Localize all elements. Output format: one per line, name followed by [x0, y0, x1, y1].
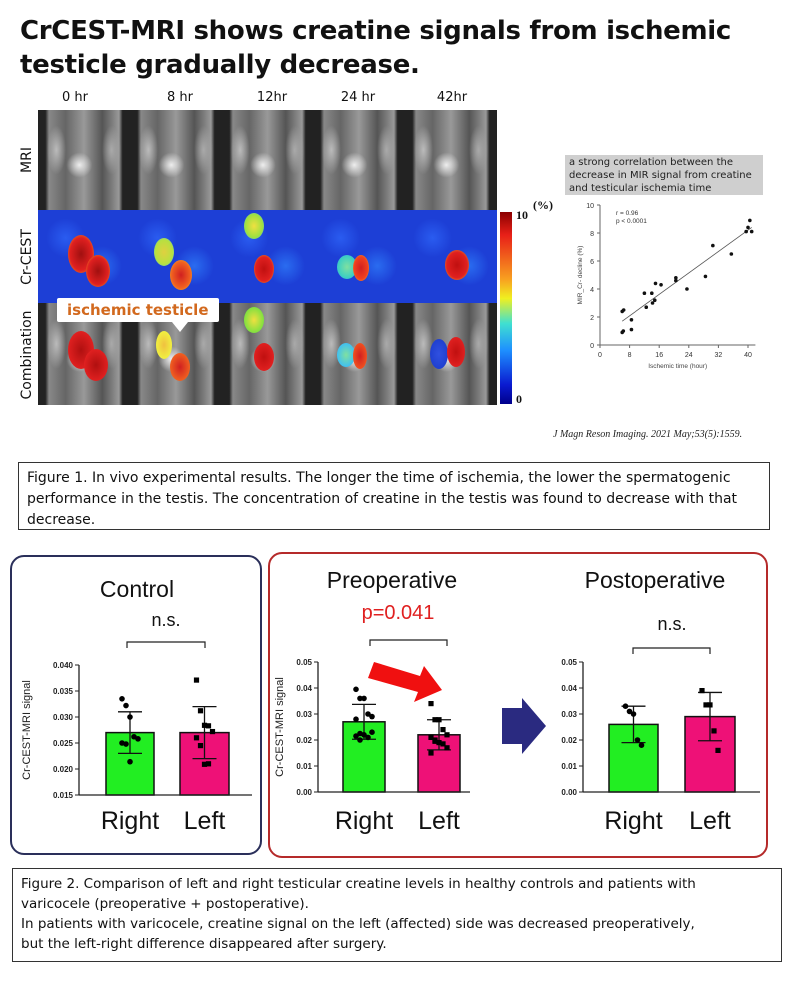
scatter-point — [674, 276, 678, 280]
colorbar-unit: (%) — [533, 198, 553, 212]
scatter-x-label: Ischemic time (hour) — [648, 363, 707, 370]
scatter-x-tick-label: 40 — [744, 352, 752, 359]
combination-image — [313, 303, 406, 405]
scatter-point — [644, 305, 649, 310]
control-significance: n.s. — [151, 610, 181, 630]
mri-image — [221, 110, 314, 210]
scatter-point — [621, 329, 626, 333]
scatter-y-tick-label: 2 — [590, 315, 594, 322]
combination-image — [405, 303, 497, 405]
scatter-point — [729, 252, 734, 256]
control-panel — [10, 555, 262, 855]
scatter-point — [748, 218, 752, 223]
scatter-y-tick-label: 6 — [590, 259, 594, 266]
scatter-x-tick-label: 16 — [655, 352, 663, 359]
scatter-x-tick-label: 8 — [628, 352, 632, 359]
scatter-y-label: MIR_Cr- decline (%) — [577, 246, 584, 305]
figure2-caption-line: Figure 2. Comparison of left and right t… — [21, 876, 696, 892]
scatter-point — [711, 243, 715, 248]
scatter-point — [629, 327, 634, 332]
scatter-trendline — [621, 227, 752, 322]
ischemic-testicle-callout: ischemic testicle — [57, 298, 219, 332]
page-title: CrCEST-MRI shows creatine signals from i… — [20, 16, 732, 80]
scatter-y-tick-label: 4 — [590, 287, 594, 294]
colorbar-max: 10 — [516, 208, 528, 222]
figure2-caption-line: In patients with varicocele, creatine si… — [21, 916, 695, 932]
scatter-point — [642, 291, 647, 296]
postoperative-title: Postoperative — [584, 567, 726, 593]
preoperative-title: Preoperative — [326, 567, 458, 593]
cr-cest-image — [38, 210, 130, 303]
cr-cest-image — [405, 210, 497, 303]
mri-image — [129, 110, 222, 210]
scatter-point — [653, 281, 658, 286]
citation: J Magn Reson Imaging. 2021 May;53(5):155… — [553, 429, 743, 440]
scatter-point — [620, 309, 624, 314]
scatter-x-tick-label: 0 — [598, 352, 602, 359]
scatter-y-tick-label: 0 — [590, 343, 594, 350]
scatter-annotation: p < 0.0001 — [616, 218, 647, 225]
scatter-point — [650, 301, 655, 305]
cr-cest-image — [129, 210, 222, 303]
scatter-point — [650, 291, 654, 296]
column-label-8hr: 8 hr — [167, 90, 193, 105]
scatter-point — [703, 274, 708, 279]
control-title: Control — [99, 576, 175, 602]
patient-panel — [268, 552, 768, 858]
mri-image — [313, 110, 406, 210]
combination-image — [221, 303, 314, 405]
cr-cest-image — [313, 210, 406, 303]
scatter-x-tick-label: 32 — [715, 352, 723, 359]
postoperative-significance: n.s. — [657, 614, 687, 634]
mri-image — [38, 110, 130, 210]
correlation-note: a strong correlation between the decreas… — [565, 155, 763, 195]
scatter-point — [746, 225, 750, 230]
column-label-42hr: 42hr — [436, 90, 468, 105]
column-label-0hr: 0 hr — [62, 90, 88, 105]
row-label-cr-cest: Cr-CEST — [19, 229, 35, 285]
column-label-12hr: 12hr — [256, 90, 288, 105]
figure1-caption: Figure 1. In vivo experimental results. … — [18, 462, 770, 530]
figure2-caption-line: but the left-right difference disappeare… — [21, 936, 387, 952]
colorbar — [500, 212, 512, 404]
row-label-combination: Combination — [19, 310, 35, 400]
scatter-point — [685, 287, 689, 291]
colorbar-min: 0 — [516, 392, 522, 406]
scatter-point — [659, 283, 663, 287]
scatter-x-tick-label: 24 — [685, 352, 693, 359]
scatter-point — [674, 278, 678, 283]
scatter-point — [652, 298, 657, 303]
figure2-caption-line: varicocele (preoperative + postoperative… — [21, 896, 309, 912]
column-label-24hr: 24 hr — [340, 90, 376, 105]
scatter-point — [629, 318, 634, 322]
scatter-y-tick-label: 10 — [586, 203, 594, 210]
mri-image-grid — [38, 110, 497, 405]
preoperative-significance: p=0.041 — [361, 602, 435, 624]
scatter-point — [620, 330, 624, 335]
scatter-point — [744, 229, 748, 234]
scatter-annotation: r = 0.96 — [616, 210, 639, 217]
row-label-mri: MRI — [19, 147, 35, 173]
cr-cest-image — [221, 210, 314, 303]
scatter-point — [621, 308, 626, 312]
scatter-point — [749, 229, 754, 234]
scatter-y-tick-label: 8 — [590, 231, 594, 238]
mri-image — [405, 110, 497, 210]
figure2-caption: Figure 2. Comparison of left and right t… — [12, 868, 782, 962]
